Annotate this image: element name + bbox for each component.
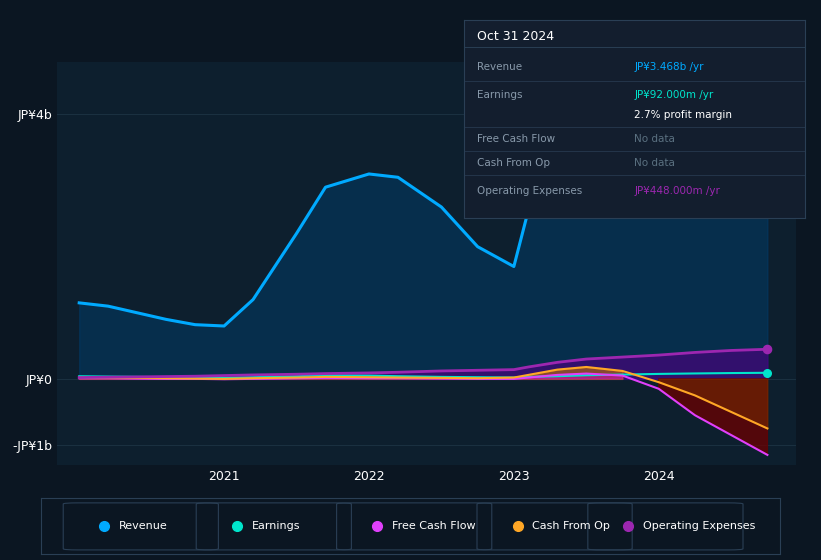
Text: No data: No data (635, 158, 675, 168)
Text: Earnings: Earnings (252, 521, 300, 531)
Text: JP¥92.000m /yr: JP¥92.000m /yr (635, 90, 713, 100)
Text: Earnings: Earnings (478, 90, 523, 100)
Point (761, 145, 774, 154)
Text: 2.7% profit margin: 2.7% profit margin (635, 110, 732, 120)
Point (761, 368, 774, 377)
Text: Free Cash Flow: Free Cash Flow (392, 521, 475, 531)
Text: Operating Expenses: Operating Expenses (644, 521, 755, 531)
Text: JP¥3.468b /yr: JP¥3.468b /yr (635, 62, 704, 72)
Text: Revenue: Revenue (478, 62, 523, 72)
Text: No data: No data (635, 134, 675, 144)
Text: Operating Expenses: Operating Expenses (478, 185, 583, 195)
Text: Oct 31 2024: Oct 31 2024 (478, 30, 555, 43)
Text: Free Cash Flow: Free Cash Flow (478, 134, 556, 144)
Text: Cash From Op: Cash From Op (533, 521, 610, 531)
Text: Cash From Op: Cash From Op (478, 158, 551, 168)
Text: JP¥448.000m /yr: JP¥448.000m /yr (635, 185, 720, 195)
Text: Revenue: Revenue (119, 521, 167, 531)
Point (761, 345, 774, 354)
